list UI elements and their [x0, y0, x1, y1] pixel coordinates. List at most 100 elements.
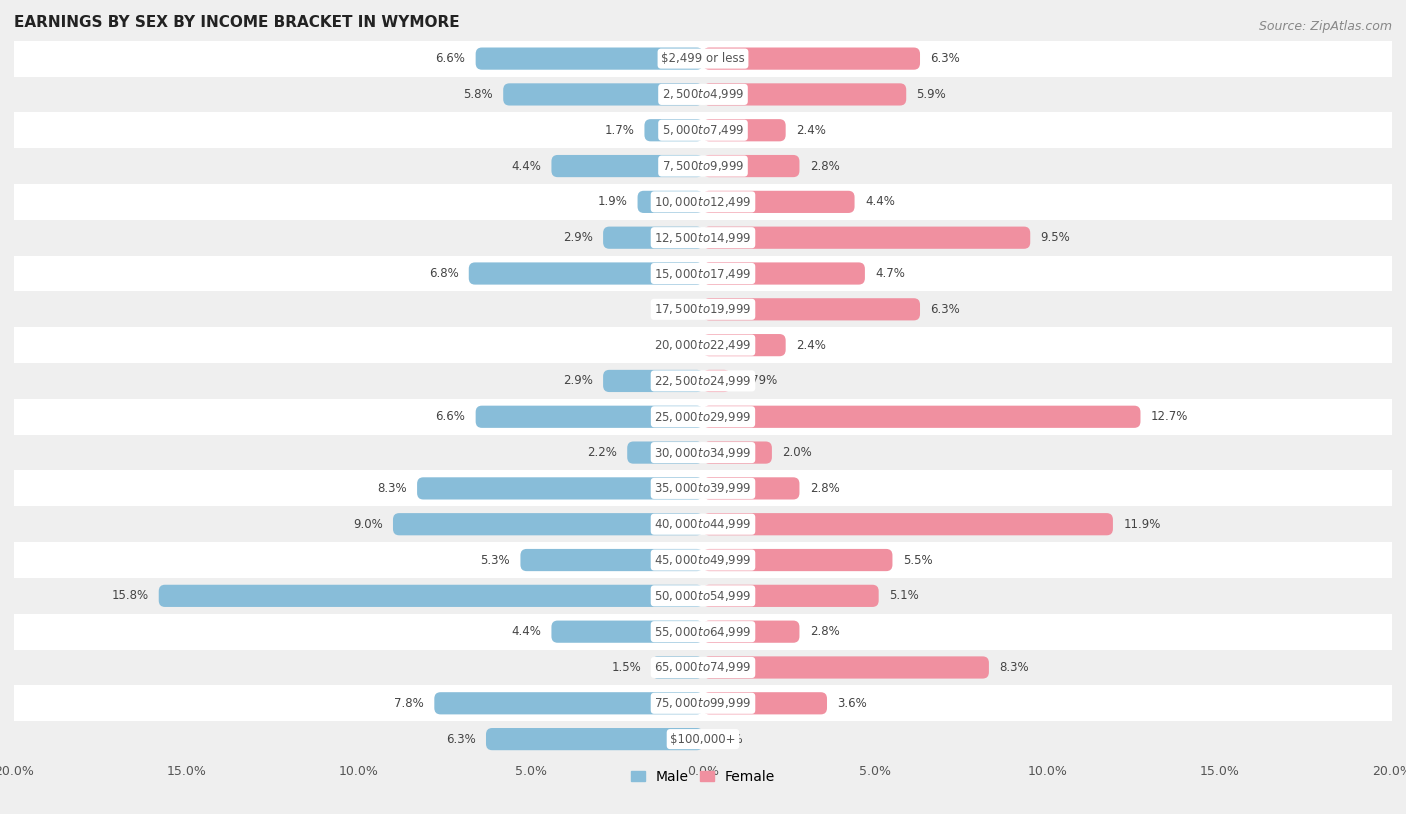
Text: $45,000 to $49,999: $45,000 to $49,999 — [654, 553, 752, 567]
FancyBboxPatch shape — [434, 692, 703, 715]
Text: 6.3%: 6.3% — [931, 52, 960, 65]
Text: 5.9%: 5.9% — [917, 88, 946, 101]
Text: 5.1%: 5.1% — [889, 589, 918, 602]
Text: 6.6%: 6.6% — [436, 52, 465, 65]
Text: 2.9%: 2.9% — [562, 374, 593, 387]
Text: $15,000 to $17,499: $15,000 to $17,499 — [654, 266, 752, 281]
Text: 1.9%: 1.9% — [598, 195, 627, 208]
Text: 6.8%: 6.8% — [429, 267, 458, 280]
Text: $25,000 to $29,999: $25,000 to $29,999 — [654, 409, 752, 424]
FancyBboxPatch shape — [644, 119, 703, 142]
FancyBboxPatch shape — [703, 405, 1140, 428]
Text: 7.8%: 7.8% — [394, 697, 425, 710]
Text: 2.0%: 2.0% — [782, 446, 813, 459]
FancyBboxPatch shape — [703, 692, 827, 715]
Bar — [14, 77, 1392, 112]
Text: 5.5%: 5.5% — [903, 554, 932, 567]
Bar — [14, 435, 1392, 470]
FancyBboxPatch shape — [551, 155, 703, 177]
Bar — [14, 327, 1392, 363]
FancyBboxPatch shape — [392, 513, 703, 536]
FancyBboxPatch shape — [703, 477, 800, 500]
Bar — [14, 399, 1392, 435]
FancyBboxPatch shape — [703, 656, 988, 679]
Legend: Male, Female: Male, Female — [626, 764, 780, 790]
FancyBboxPatch shape — [703, 441, 772, 464]
Text: 12.7%: 12.7% — [1152, 410, 1188, 423]
Text: 2.2%: 2.2% — [588, 446, 617, 459]
FancyBboxPatch shape — [703, 513, 1114, 536]
Bar — [14, 148, 1392, 184]
Text: 0.79%: 0.79% — [741, 374, 778, 387]
Text: EARNINGS BY SEX BY INCOME BRACKET IN WYMORE: EARNINGS BY SEX BY INCOME BRACKET IN WYM… — [14, 15, 460, 30]
FancyBboxPatch shape — [703, 155, 800, 177]
FancyBboxPatch shape — [703, 584, 879, 607]
FancyBboxPatch shape — [703, 226, 1031, 249]
Text: 0.0%: 0.0% — [664, 303, 693, 316]
FancyBboxPatch shape — [703, 549, 893, 571]
FancyBboxPatch shape — [551, 620, 703, 643]
FancyBboxPatch shape — [651, 656, 703, 679]
Text: $2,500 to $4,999: $2,500 to $4,999 — [662, 87, 744, 102]
Text: 2.8%: 2.8% — [810, 482, 839, 495]
Text: 8.3%: 8.3% — [377, 482, 406, 495]
Bar — [14, 685, 1392, 721]
FancyBboxPatch shape — [468, 262, 703, 285]
FancyBboxPatch shape — [637, 190, 703, 213]
Text: $22,500 to $24,999: $22,500 to $24,999 — [654, 374, 752, 388]
FancyBboxPatch shape — [703, 190, 855, 213]
Bar — [14, 542, 1392, 578]
FancyBboxPatch shape — [475, 47, 703, 70]
Text: 5.3%: 5.3% — [481, 554, 510, 567]
Text: 6.3%: 6.3% — [446, 733, 475, 746]
Text: 1.5%: 1.5% — [612, 661, 641, 674]
FancyBboxPatch shape — [703, 298, 920, 321]
Text: $7,500 to $9,999: $7,500 to $9,999 — [662, 159, 744, 173]
Text: $12,500 to $14,999: $12,500 to $14,999 — [654, 230, 752, 245]
Text: $75,000 to $99,999: $75,000 to $99,999 — [654, 696, 752, 711]
FancyBboxPatch shape — [418, 477, 703, 500]
Text: $17,500 to $19,999: $17,500 to $19,999 — [654, 302, 752, 317]
Text: 6.3%: 6.3% — [931, 303, 960, 316]
Text: $50,000 to $54,999: $50,000 to $54,999 — [654, 589, 752, 603]
FancyBboxPatch shape — [703, 262, 865, 285]
FancyBboxPatch shape — [603, 226, 703, 249]
Bar — [14, 721, 1392, 757]
Bar — [14, 256, 1392, 291]
Bar — [14, 184, 1392, 220]
FancyBboxPatch shape — [159, 584, 703, 607]
Bar — [14, 470, 1392, 506]
Text: 11.9%: 11.9% — [1123, 518, 1160, 531]
Text: 3.6%: 3.6% — [838, 697, 868, 710]
FancyBboxPatch shape — [486, 728, 703, 751]
Text: $20,000 to $22,499: $20,000 to $22,499 — [654, 338, 752, 352]
Text: 0.0%: 0.0% — [713, 733, 742, 746]
Bar — [14, 291, 1392, 327]
Text: 4.4%: 4.4% — [512, 160, 541, 173]
Bar — [14, 112, 1392, 148]
Text: 2.9%: 2.9% — [562, 231, 593, 244]
FancyBboxPatch shape — [703, 334, 786, 357]
Bar — [14, 41, 1392, 77]
Text: $10,000 to $12,499: $10,000 to $12,499 — [654, 195, 752, 209]
Bar — [14, 363, 1392, 399]
Text: 4.7%: 4.7% — [875, 267, 905, 280]
Text: 4.4%: 4.4% — [865, 195, 894, 208]
Bar — [14, 614, 1392, 650]
Text: 0.0%: 0.0% — [664, 339, 693, 352]
FancyBboxPatch shape — [627, 441, 703, 464]
Text: 2.8%: 2.8% — [810, 625, 839, 638]
Text: 4.4%: 4.4% — [512, 625, 541, 638]
FancyBboxPatch shape — [703, 119, 786, 142]
Text: 2.8%: 2.8% — [810, 160, 839, 173]
Bar — [14, 506, 1392, 542]
Bar — [14, 578, 1392, 614]
Text: 9.5%: 9.5% — [1040, 231, 1070, 244]
Bar — [14, 220, 1392, 256]
Text: $35,000 to $39,999: $35,000 to $39,999 — [654, 481, 752, 496]
Text: $55,000 to $64,999: $55,000 to $64,999 — [654, 624, 752, 639]
FancyBboxPatch shape — [520, 549, 703, 571]
FancyBboxPatch shape — [475, 405, 703, 428]
Text: $2,499 or less: $2,499 or less — [661, 52, 745, 65]
Text: 2.4%: 2.4% — [796, 124, 825, 137]
